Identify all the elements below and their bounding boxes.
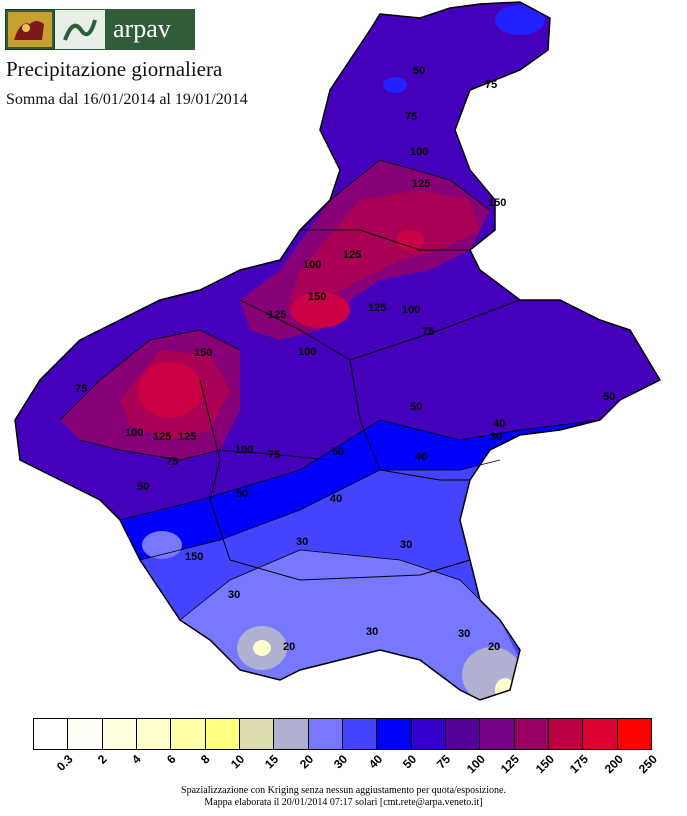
method-note: Spazializzazione con Kriging senza nessu… [181,785,506,796]
contour-label: 50 [603,391,615,403]
arpav-wave-icon [55,9,105,50]
contour-label: 40 [330,493,342,505]
province-boundaries [199,229,521,581]
legend-label: 40 [365,752,385,772]
legend-label: 100 [463,752,488,777]
legend-swatch [617,719,651,749]
contour-label: 125 [268,309,286,321]
legend-swatch [514,719,549,749]
arpav-logo: arpav [5,9,195,50]
legend-label: 0.3 [53,752,76,774]
contour-label: 40 [493,418,505,430]
legend-label: 20 [296,752,317,772]
contour-label: 20 [488,641,500,653]
production-note: Mappa elaborata il 20/01/2014 07:17 sola… [204,797,483,808]
contour-label: 100 [303,259,321,271]
legend-swatch [205,719,240,749]
contour-label: 50 [236,488,248,500]
contour-label: 30 [490,431,502,443]
contour-label: 150 [488,197,506,209]
legend-swatch [445,719,481,749]
contour-label: 100 [235,444,253,456]
legend-label: 150 [532,752,557,777]
contour-label: 30 [366,626,378,638]
contour-label: 125 [412,178,430,190]
legend-label: 75 [434,752,454,772]
contour-label: 75 [405,111,417,123]
contour-label: 100 [402,304,420,316]
contour-label: 125 [368,302,386,314]
legend-label: 2 [95,752,110,767]
legend-swatch [548,719,584,749]
legend-swatch [480,719,515,749]
legend-swatch [136,719,172,749]
contour-label: 75 [485,79,497,91]
legend-swatch [274,719,309,749]
contour-label: 40 [415,451,427,463]
logo-wordmark: arpav [105,9,195,50]
legend-label: 6 [163,752,179,767]
contour-label: 150 [308,291,326,303]
legend-labels: 0.3 2 4 6 8 10 15 20 30 40 50 75 100 125 150 175 200 250 [33,752,660,782]
contour-label: 100 [298,346,316,358]
legend-swatch [377,719,412,749]
contour-label: 50 [410,401,422,413]
contour-label: 30 [296,536,308,548]
legend-label: 50 [399,752,420,772]
contour-label: 75 [166,456,178,468]
contour-label: 150 [185,551,203,563]
contour-label: 20 [283,641,295,653]
region-boundary [14,1,662,701]
lion-seal-icon [5,9,55,50]
legend-swatch [411,719,446,749]
contour-label: 125 [153,431,171,443]
contour-label: 30 [458,628,470,640]
legend-swatch [342,719,378,749]
legend-swatch [171,719,206,749]
contour-label: 125 [178,431,196,443]
legend-swatch [68,719,103,749]
color-legend [33,718,652,750]
contour-lines [59,159,601,621]
contour-label: 50 [413,65,425,77]
contour-label: 75 [75,383,87,395]
contour-label: 30 [228,589,240,601]
legend-swatch [34,719,69,749]
legend-label: 30 [331,752,351,772]
legend-swatch [308,719,343,749]
contour-label: 30 [400,539,412,551]
legend-label: 15 [262,752,282,772]
legend-label: 200 [601,752,626,777]
legend-label: 175 [567,752,592,777]
contour-label: 100 [410,146,428,158]
contour-label: 50 [137,481,149,493]
legend-label: 10 [227,752,248,772]
legend-swatch [239,719,275,749]
legend-label: 8 [198,752,213,767]
legend-swatch [583,719,618,749]
legend-label: 125 [498,752,523,777]
map-subtitle: Somma dal 16/01/2014 al 19/01/2014 [6,91,248,108]
contour-label: 150 [194,347,212,359]
contour-label: 50 [332,446,344,458]
legend-label: 4 [129,752,145,767]
legend-swatch [102,719,137,749]
contour-label: 125 [343,249,361,261]
map-title: Precipitazione giornaliera [6,57,223,81]
contour-label: 75 [268,449,280,461]
contour-label: 75 [422,326,434,338]
contour-label: 100 [125,427,143,439]
